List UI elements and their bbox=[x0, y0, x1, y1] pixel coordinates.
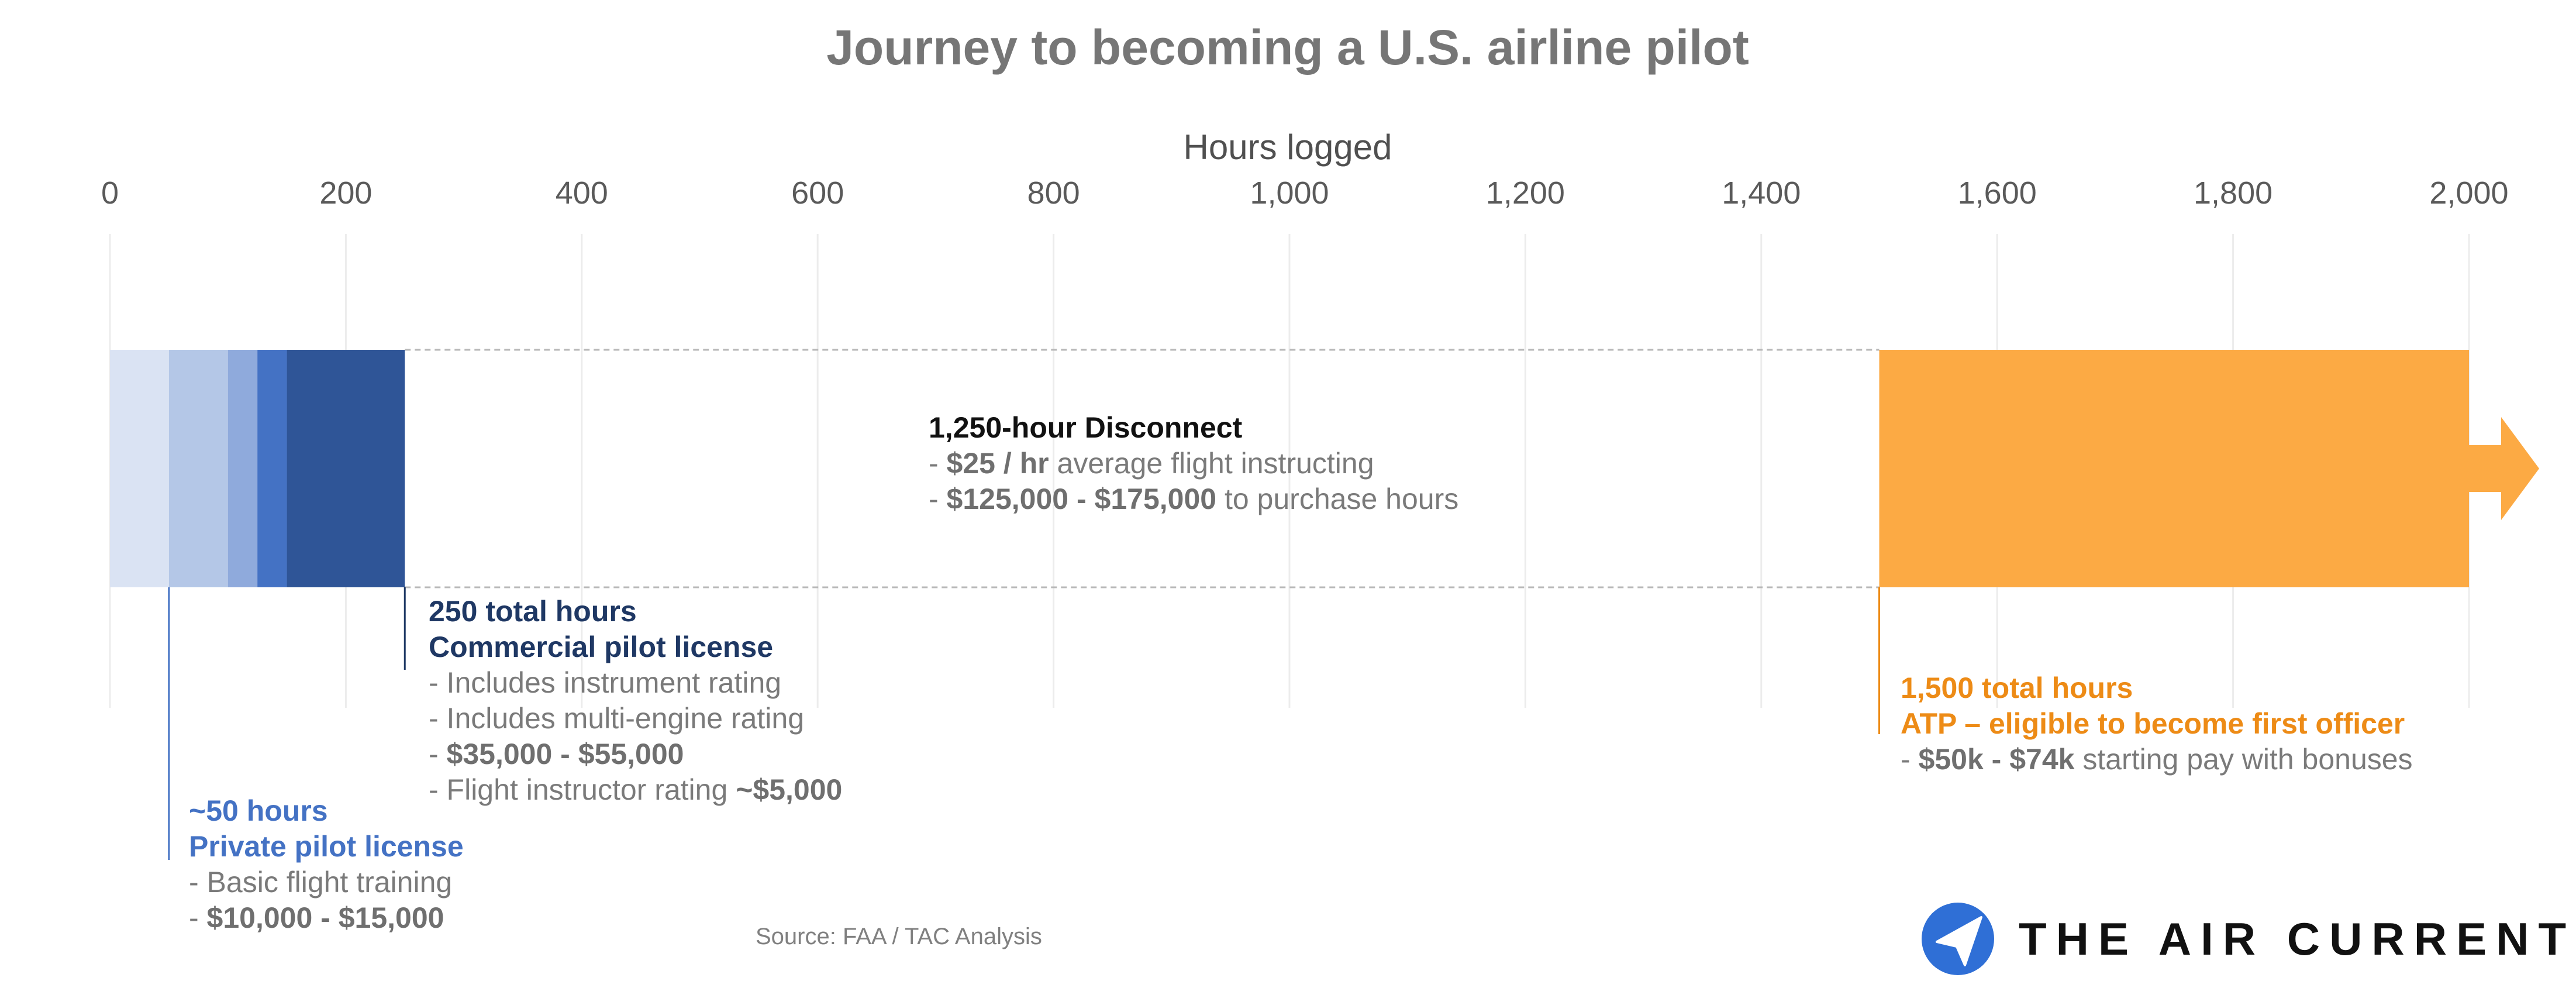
x-tick-label: 200 bbox=[319, 175, 372, 211]
x-tick-label: 1,800 bbox=[2194, 175, 2272, 211]
annotation-bullet: - $10,000 - $15,000 bbox=[189, 901, 444, 934]
bar-segment bbox=[168, 350, 228, 587]
disconnect-heading: 1,250-hour Disconnect bbox=[929, 411, 1243, 444]
bar-segment bbox=[287, 350, 405, 587]
x-tick-label: 600 bbox=[791, 175, 844, 211]
x-tick-label: 1,400 bbox=[1722, 175, 1801, 211]
milestone-hours: ~50 hours bbox=[189, 794, 328, 827]
bar-segments bbox=[110, 350, 2539, 587]
milestone-connectors bbox=[168, 587, 1880, 860]
disconnect-gap bbox=[405, 349, 1880, 588]
annotation-bullet: - $35,000 - $55,000 bbox=[429, 738, 684, 770]
arrow-head bbox=[2469, 417, 2539, 520]
bar-segment bbox=[227, 350, 258, 587]
x-tick-labels: 0 200 400 600 800 1,000 1,200 1,400 1,600 1,800 2,… bbox=[101, 175, 2509, 211]
x-tick-label: 2,000 bbox=[2429, 175, 2508, 211]
x-tick-label: 1,200 bbox=[1486, 175, 1565, 211]
bar-segment bbox=[110, 350, 169, 587]
brand-name: THE AIR CURRENT bbox=[2019, 913, 2575, 965]
annotation-bullet: - $50k - $74k starting pay with bonuses bbox=[1901, 743, 2413, 776]
milestone-license: Commercial pilot license bbox=[429, 631, 773, 663]
paper-plane-glyph bbox=[1936, 916, 1982, 966]
x-tick-label: 400 bbox=[556, 175, 608, 211]
milestone-license: ATP – eligible to become first officer bbox=[1901, 707, 2405, 740]
milestone-hours: 250 total hours bbox=[429, 595, 637, 628]
x-tick-label: 0 bbox=[101, 175, 119, 211]
annotation-bullet: - Includes instrument rating bbox=[429, 666, 781, 699]
x-tick-label: 1,000 bbox=[1250, 175, 1329, 211]
source-note: Source: FAA / TAC Analysis bbox=[756, 924, 1042, 949]
x-tick-label: 1,600 bbox=[1958, 175, 2037, 211]
bar-segment bbox=[257, 350, 287, 587]
annotation-bullet: - $125,000 - $175,000 to purchase hours bbox=[929, 483, 1458, 515]
annotation-bullet: - Basic flight training bbox=[189, 866, 452, 899]
brand-logo: THE AIR CURRENT bbox=[1922, 903, 2575, 975]
annotation-bullet: - $25 / hr average flight instructing bbox=[929, 447, 1374, 480]
bar-segment bbox=[1879, 350, 2469, 587]
x-axis-label: Hours logged bbox=[1184, 128, 1392, 167]
annotation-bullet: - Includes multi-engine rating bbox=[429, 702, 804, 735]
milestone-license: Private pilot license bbox=[189, 830, 464, 863]
milestone-hours: 1,500 total hours bbox=[1901, 672, 2133, 704]
annotation-bullet: - Flight instructor rating ~$5,000 bbox=[429, 773, 842, 806]
chart-title: Journey to becoming a U.S. airline pilot bbox=[826, 20, 1749, 75]
x-tick-label: 800 bbox=[1027, 175, 1080, 211]
